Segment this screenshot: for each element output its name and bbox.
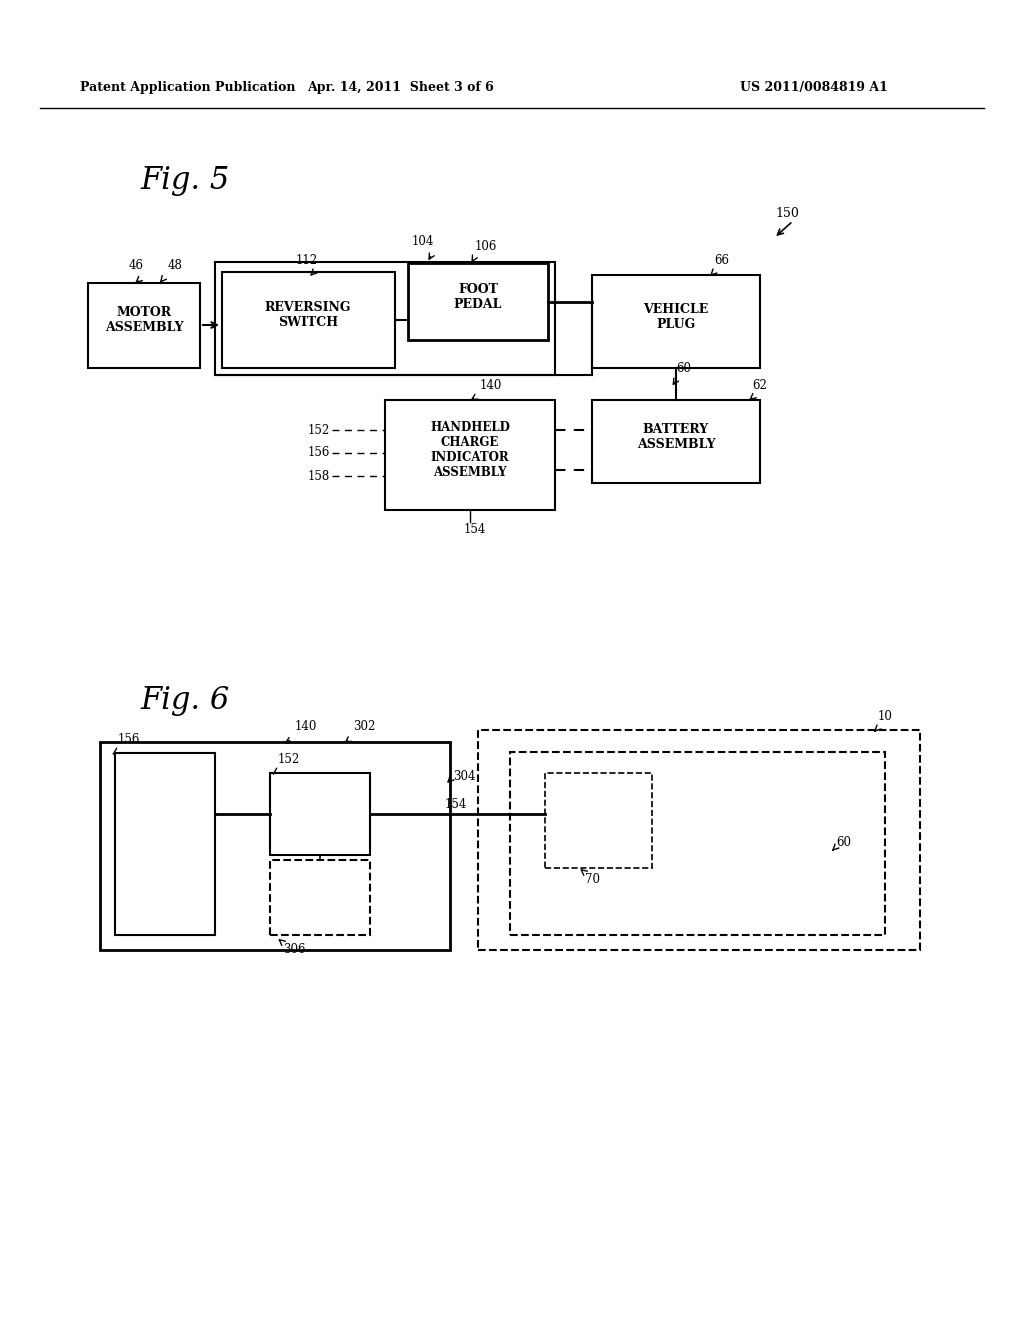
- Bar: [270, 861, 370, 935]
- Text: Patent Application Publication: Patent Application Publication: [80, 82, 296, 95]
- Text: Fig. 5: Fig. 5: [140, 165, 229, 195]
- Text: 48: 48: [168, 259, 183, 272]
- Bar: [385, 400, 555, 510]
- Text: 152: 152: [308, 424, 330, 437]
- Text: 106: 106: [475, 240, 498, 253]
- Bar: [592, 400, 760, 483]
- Text: 10: 10: [878, 710, 893, 723]
- Bar: [100, 742, 450, 950]
- Text: HANDHELD
CHARGE
INDICATOR
ASSEMBLY: HANDHELD CHARGE INDICATOR ASSEMBLY: [430, 421, 510, 479]
- Text: 302: 302: [353, 719, 376, 733]
- Text: FOOT
PEDAL: FOOT PEDAL: [454, 282, 502, 312]
- Text: 304: 304: [453, 770, 475, 783]
- Text: 66: 66: [714, 253, 729, 267]
- Text: MOTOR
ASSEMBLY: MOTOR ASSEMBLY: [104, 306, 183, 334]
- Text: 140: 140: [295, 719, 317, 733]
- Text: Fig. 6: Fig. 6: [140, 685, 229, 715]
- Text: 104: 104: [412, 235, 434, 248]
- Bar: [592, 275, 760, 368]
- Bar: [215, 261, 555, 375]
- Bar: [115, 752, 215, 935]
- Text: 152: 152: [278, 752, 300, 766]
- Bar: [270, 774, 370, 855]
- Bar: [510, 752, 885, 935]
- Text: 156: 156: [118, 733, 140, 746]
- Text: 70: 70: [585, 873, 600, 886]
- Text: 112: 112: [296, 253, 318, 267]
- Bar: [222, 272, 395, 368]
- Text: 158: 158: [308, 470, 330, 483]
- Text: Apr. 14, 2011  Sheet 3 of 6: Apr. 14, 2011 Sheet 3 of 6: [306, 82, 494, 95]
- Bar: [88, 282, 200, 368]
- Text: 154: 154: [464, 523, 486, 536]
- Text: VEHICLE
PLUG: VEHICLE PLUG: [643, 304, 709, 331]
- Text: REVERSING
SWITCH: REVERSING SWITCH: [265, 301, 351, 329]
- Text: 60: 60: [676, 362, 691, 375]
- Text: US 2011/0084819 A1: US 2011/0084819 A1: [740, 82, 888, 95]
- Text: 150: 150: [775, 207, 799, 220]
- Text: BATTERY
ASSEMBLY: BATTERY ASSEMBLY: [637, 422, 716, 451]
- Text: 46: 46: [129, 259, 144, 272]
- Bar: [478, 730, 920, 950]
- Bar: [545, 774, 652, 869]
- Text: 140: 140: [480, 379, 503, 392]
- Text: 62: 62: [752, 379, 767, 392]
- Text: 306: 306: [283, 942, 305, 956]
- Text: 60: 60: [836, 837, 851, 850]
- Text: 154: 154: [445, 799, 467, 810]
- Bar: [408, 263, 548, 341]
- Text: 156: 156: [307, 446, 330, 459]
